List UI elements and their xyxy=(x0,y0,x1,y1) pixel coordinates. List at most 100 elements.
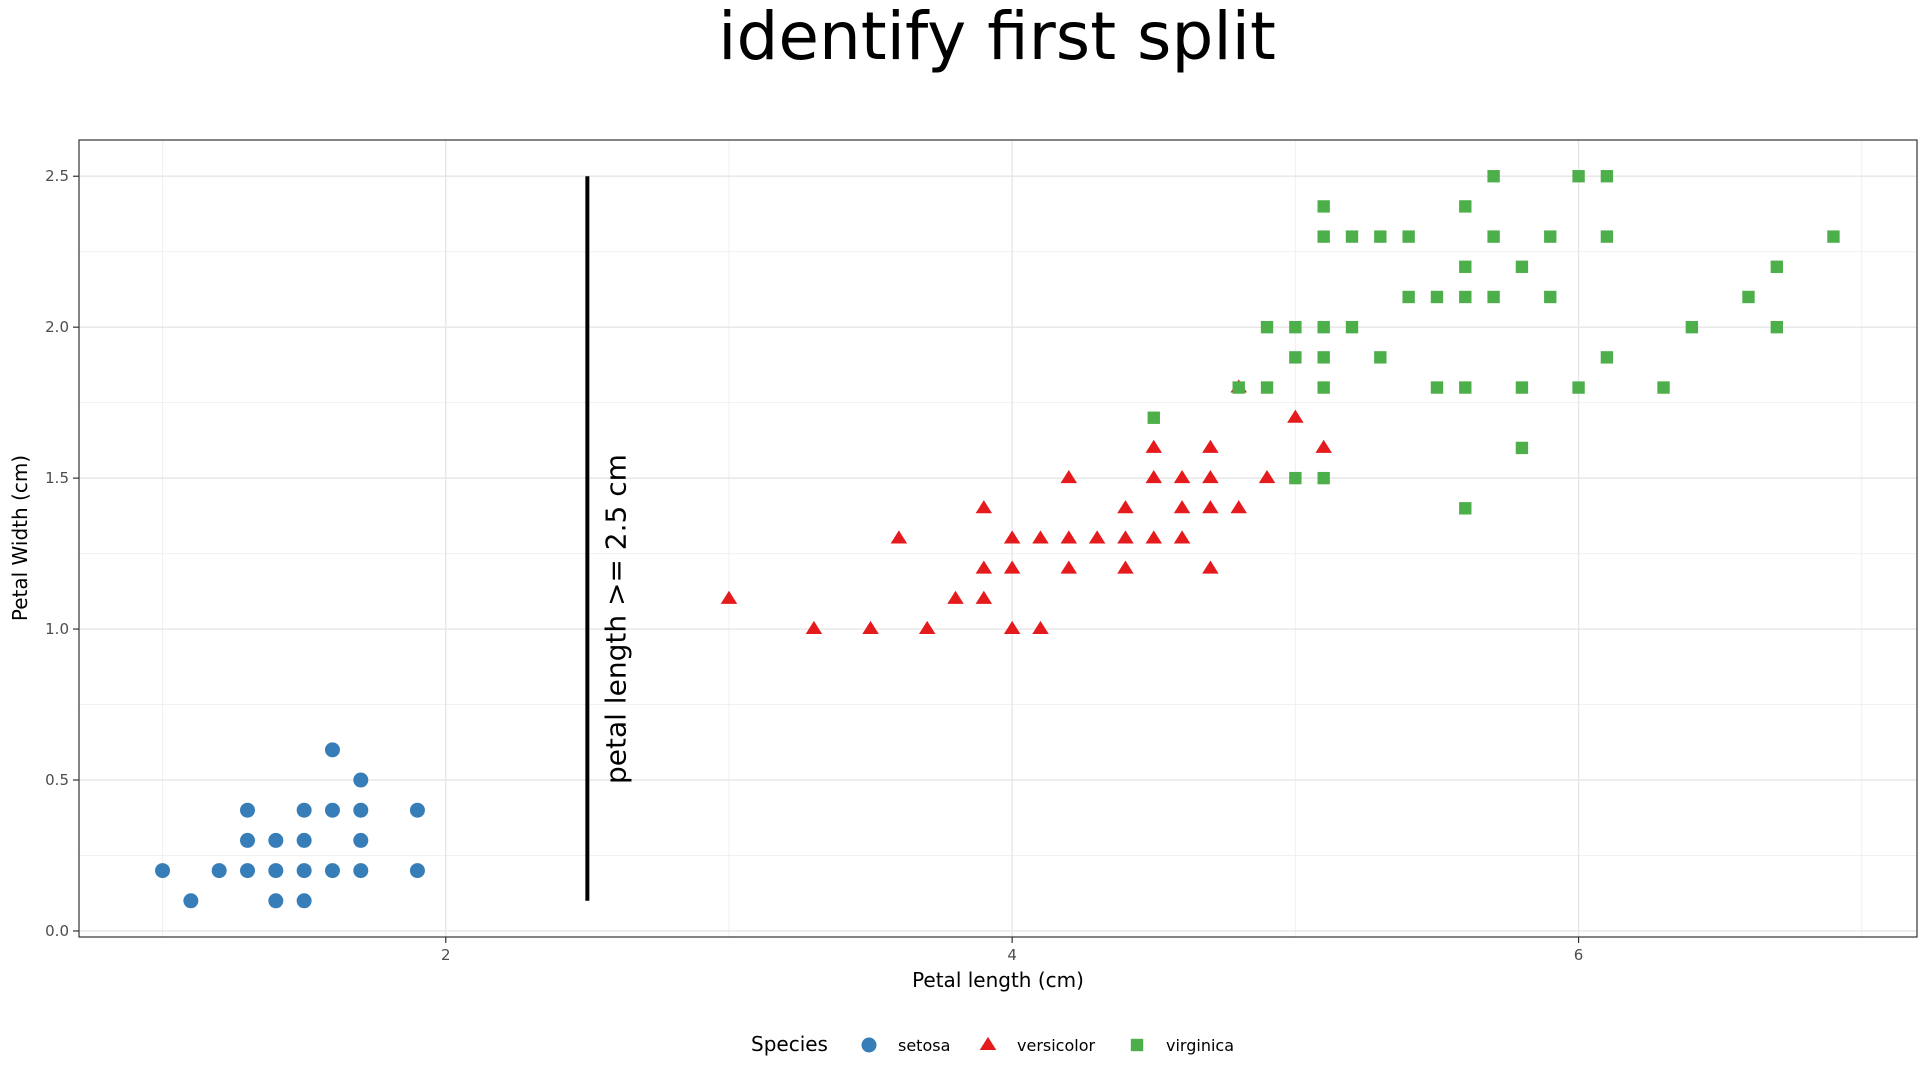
legend-key-setosa xyxy=(861,1037,877,1053)
split-annotation-label: petal length >= 2.5 cm xyxy=(600,454,633,784)
versicolor-point xyxy=(720,590,738,604)
virginica-point xyxy=(1459,260,1472,273)
virginica-point xyxy=(1487,290,1500,304)
y-tick-label: 1.5 xyxy=(45,469,69,487)
series-virginica xyxy=(1147,170,1840,515)
virginica-point xyxy=(1317,471,1330,485)
virginica-point xyxy=(1827,230,1840,243)
setosa-point xyxy=(268,832,284,848)
legend-key-versicolor xyxy=(979,1036,997,1050)
versicolor-point xyxy=(1202,439,1219,453)
versicolor-point xyxy=(1003,530,1021,544)
setosa-point xyxy=(353,832,369,848)
legend-title: Species xyxy=(751,1032,828,1056)
points-layer xyxy=(155,170,1840,909)
versicolor-point xyxy=(1202,560,1219,574)
versicolor-point xyxy=(1088,530,1106,544)
setosa-point xyxy=(240,802,256,818)
versicolor-point xyxy=(1145,530,1163,544)
virginica-point xyxy=(1600,351,1614,364)
y-tick-label: 0.5 xyxy=(45,771,69,789)
virginica-point xyxy=(1544,230,1557,243)
setosa-point xyxy=(240,832,256,848)
virginica-point xyxy=(1459,290,1472,304)
versicolor-point xyxy=(1003,560,1021,574)
versicolor-point xyxy=(1145,469,1163,484)
virginica-point xyxy=(1374,230,1387,243)
virginica-point xyxy=(1572,381,1585,394)
y-tick-label: 1.0 xyxy=(45,620,69,638)
panel-background xyxy=(79,140,1917,937)
setosa-point xyxy=(324,742,340,758)
setosa-point xyxy=(211,863,227,879)
setosa-point xyxy=(409,863,425,879)
virginica-point xyxy=(1544,290,1557,304)
versicolor-point xyxy=(862,620,879,635)
y-axis: 0.0 0.5 1.0 1.5 2.0 2.5 xyxy=(45,167,79,940)
versicolor-point xyxy=(1117,560,1134,574)
versicolor-point xyxy=(1202,469,1219,484)
setosa-point xyxy=(296,832,312,848)
x-tick-label: 6 xyxy=(1574,946,1584,964)
legend-key-virginica xyxy=(1130,1038,1144,1052)
x-tick-label: 4 xyxy=(1007,946,1017,964)
versicolor-point xyxy=(805,620,823,635)
setosa-point xyxy=(296,802,312,818)
virginica-point xyxy=(1459,502,1472,515)
versicolor-point xyxy=(1230,500,1247,514)
virginica-point xyxy=(1317,200,1330,213)
annotation-layer: petal length >= 2.5 cm xyxy=(585,176,633,901)
virginica-point xyxy=(1600,230,1614,243)
virginica-point xyxy=(1147,411,1160,424)
versicolor-point xyxy=(1287,409,1304,423)
setosa-point xyxy=(353,863,369,879)
chart-title: identify first split xyxy=(718,0,1276,75)
legend-label-versicolor: versicolor xyxy=(1017,1036,1095,1055)
versicolor-point xyxy=(975,590,993,604)
virginica-point xyxy=(1742,290,1755,304)
major-gridlines xyxy=(79,140,1917,937)
virginica-point xyxy=(1402,230,1415,243)
virginica-point xyxy=(1600,170,1614,183)
virginica-point xyxy=(1487,230,1500,243)
versicolor-point xyxy=(918,620,936,635)
versicolor-point xyxy=(975,500,993,514)
versicolor-point xyxy=(1117,500,1134,514)
virginica-point xyxy=(1402,290,1415,304)
setosa-point xyxy=(409,802,425,818)
minor-gridlines xyxy=(79,140,1917,937)
virginica-point xyxy=(1459,200,1472,213)
virginica-point xyxy=(1770,260,1784,273)
versicolor-point xyxy=(975,560,993,574)
y-tick-label: 2.0 xyxy=(45,318,69,336)
virginica-point xyxy=(1374,351,1387,364)
setosa-point xyxy=(324,802,340,818)
versicolor-point xyxy=(1173,500,1191,514)
virginica-point xyxy=(1232,381,1245,394)
virginica-point xyxy=(1430,290,1444,304)
legend-items: setosa versicolor virginica xyxy=(861,1036,1234,1055)
versicolor-point xyxy=(1258,469,1276,484)
y-axis-title: Petal Width (cm) xyxy=(8,455,32,621)
legend: Species setosa versicolor virginica xyxy=(751,1032,1234,1056)
versicolor-point xyxy=(1145,439,1163,453)
x-axis: 2 4 6 xyxy=(441,937,1583,964)
virginica-point xyxy=(1260,320,1274,334)
virginica-point xyxy=(1459,381,1472,394)
x-tick-label: 2 xyxy=(441,946,451,964)
virginica-point xyxy=(1260,381,1274,394)
setosa-point xyxy=(353,802,369,818)
setosa-point xyxy=(353,772,369,788)
virginica-point xyxy=(1345,320,1359,334)
versicolor-point xyxy=(1173,530,1191,544)
setosa-point xyxy=(296,863,312,879)
virginica-point xyxy=(1317,320,1330,334)
virginica-point xyxy=(1657,381,1670,394)
setosa-point xyxy=(183,893,199,909)
setosa-point xyxy=(240,863,256,879)
panel-border xyxy=(78,139,1918,938)
virginica-point xyxy=(1345,230,1359,243)
versicolor-point xyxy=(1003,620,1021,635)
y-tick-label: 2.5 xyxy=(45,167,69,185)
x-axis-title: Petal length (cm) xyxy=(912,968,1084,992)
